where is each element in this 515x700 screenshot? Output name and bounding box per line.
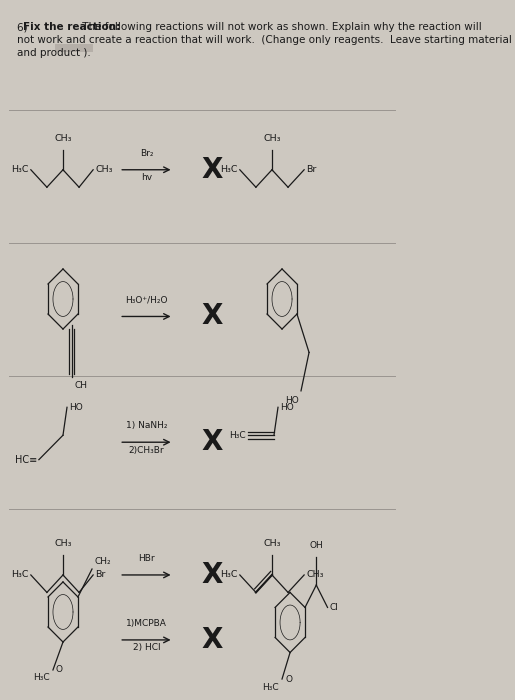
- Text: The following reactions will not work as shown. Explain why the reaction will: The following reactions will not work as…: [79, 22, 482, 32]
- Text: H₃C: H₃C: [262, 682, 279, 692]
- Text: X: X: [201, 428, 222, 456]
- Text: HO: HO: [280, 402, 294, 412]
- Text: CH₃: CH₃: [263, 540, 281, 548]
- Text: CH₃: CH₃: [95, 165, 113, 174]
- Text: X: X: [201, 626, 222, 654]
- Text: H₃C: H₃C: [11, 165, 29, 174]
- Text: Cl: Cl: [330, 603, 339, 612]
- Text: Br: Br: [96, 570, 106, 580]
- Text: 2) HCl: 2) HCl: [132, 643, 160, 652]
- Text: CH₃: CH₃: [54, 540, 72, 548]
- Text: 2)CH₃Br: 2)CH₃Br: [129, 446, 164, 455]
- Text: and product ).: and product ).: [17, 48, 91, 57]
- Text: CH₃: CH₃: [54, 134, 72, 144]
- Text: O: O: [55, 666, 62, 675]
- Text: 1) NaNH₂: 1) NaNH₂: [126, 421, 167, 430]
- Text: not work and create a reaction that will work.  (Change only reagents.  Leave st: not work and create a reaction that will…: [17, 35, 511, 45]
- Text: CH₃: CH₃: [306, 570, 324, 580]
- Text: Br: Br: [306, 165, 317, 174]
- Text: X: X: [201, 561, 222, 589]
- Text: 6): 6): [17, 22, 34, 32]
- Text: CH₂: CH₂: [94, 556, 111, 566]
- Text: X: X: [201, 302, 222, 330]
- Text: CH₃: CH₃: [263, 134, 281, 144]
- Text: H₃C: H₃C: [229, 430, 246, 440]
- Text: H₃C: H₃C: [220, 165, 238, 174]
- Text: X: X: [201, 156, 222, 184]
- Text: H₃C: H₃C: [11, 570, 29, 580]
- Text: HBr: HBr: [138, 554, 154, 563]
- Text: H₃C: H₃C: [33, 673, 50, 682]
- Text: hv: hv: [141, 174, 152, 182]
- Text: Br₂: Br₂: [140, 149, 153, 158]
- Bar: [55, 44, 93, 52]
- Text: Fix the reaction:: Fix the reaction:: [23, 22, 120, 32]
- Text: 1)MCPBA: 1)MCPBA: [126, 619, 167, 628]
- Text: HO: HO: [285, 396, 299, 405]
- Text: OH: OH: [310, 541, 323, 550]
- Text: H₃O⁺/H₂O: H₃O⁺/H₂O: [125, 295, 167, 304]
- Text: HC≡: HC≡: [14, 455, 37, 465]
- Text: H₃C: H₃C: [220, 570, 238, 580]
- Text: O: O: [285, 675, 292, 683]
- Text: HO: HO: [69, 402, 83, 412]
- Text: CH: CH: [74, 381, 87, 390]
